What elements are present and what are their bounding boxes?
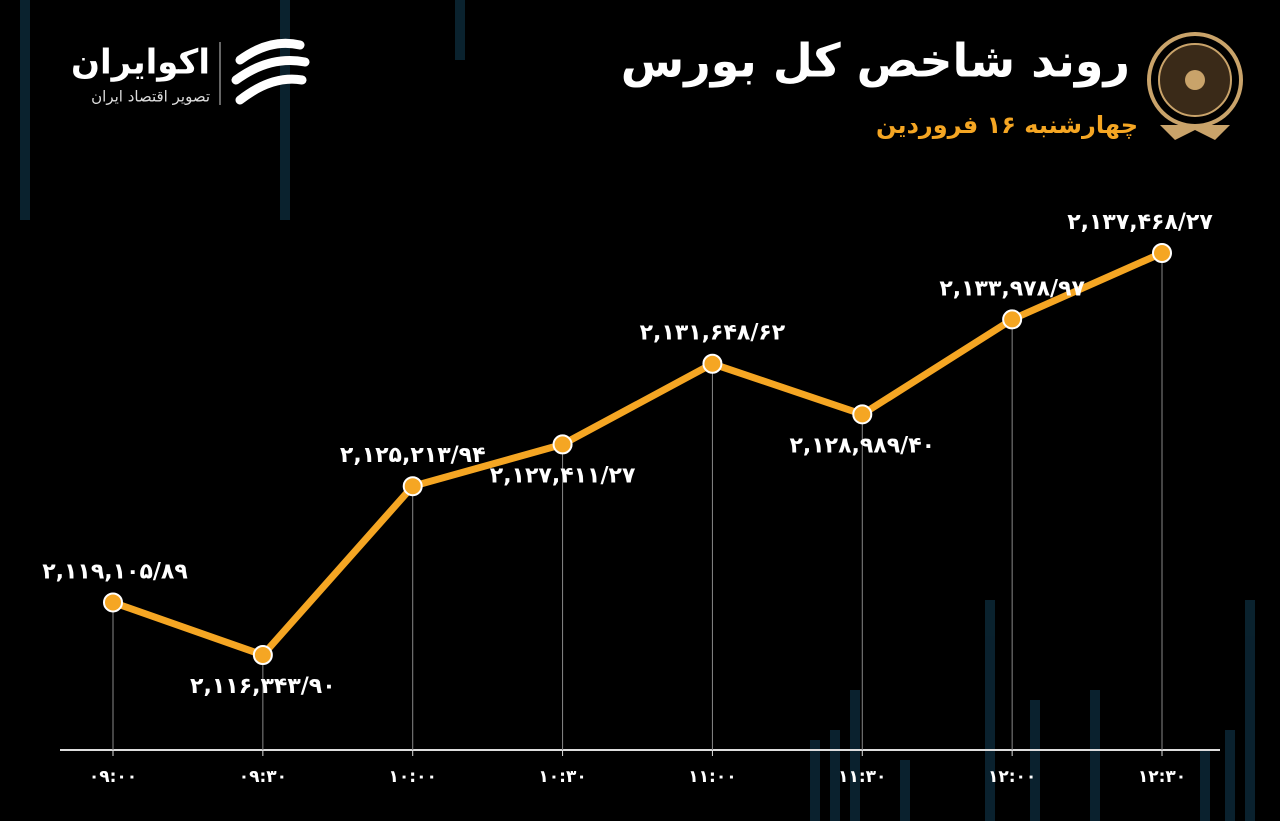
x-tick-label: ۰۹:۰۰ [89, 767, 137, 787]
logo-mark [231, 38, 310, 105]
point [1002, 309, 1023, 330]
brand-name: اکوایران [71, 43, 210, 83]
point [1152, 243, 1172, 263]
x-tick-label: ۰۹:۳۰ [239, 767, 287, 787]
point [103, 592, 123, 613]
background-candles [20, 0, 1255, 821]
point [402, 476, 423, 497]
value-label: ۲,۱۲۵,۲۱۳/۹۴ [340, 443, 486, 468]
chart-title: روند شاخص کل بورس [621, 34, 1130, 88]
value-label: ۲,۱۲۷,۴۱۱/۲۷ [490, 463, 636, 488]
x-tick-label: ۱۰:۰۰ [389, 767, 437, 787]
value-label: ۲,۱۳۷,۴۶۸/۲۷ [1067, 210, 1213, 235]
value-label: ۲,۱۱۹,۱۰۵/۸۹ [42, 559, 188, 584]
x-tick-label: ۱۰:۳۰ [538, 767, 586, 787]
x-tick-label: ۱۲:۳۰ [1138, 767, 1186, 787]
x-tick-label: ۱۲:۰۰ [988, 767, 1036, 787]
value-label: ۲,۱۱۶,۳۴۳/۹۰ [190, 674, 336, 699]
value-label: ۲,۱۲۸,۹۸۹/۴۰ [789, 433, 935, 458]
x-tick-label: ۱۱:۰۰ [688, 767, 736, 787]
point [852, 404, 873, 425]
line [111, 249, 1164, 659]
point [702, 353, 723, 374]
point [252, 645, 273, 665]
x-tick-label: ۱۱:۳۰ [838, 767, 886, 787]
value-label: ۲,۱۳۳,۹۷۸/۹۷ [939, 276, 1085, 301]
value-label: ۲,۱۳۱,۶۴۸/۶۲ [640, 321, 786, 346]
emblem [1147, 32, 1243, 140]
chart-subtitle: چهارشنبه ۱۶ فروردین [876, 111, 1138, 139]
brand-tagline: تصویر اقتصاد ایران [91, 88, 210, 106]
point [552, 434, 573, 455]
